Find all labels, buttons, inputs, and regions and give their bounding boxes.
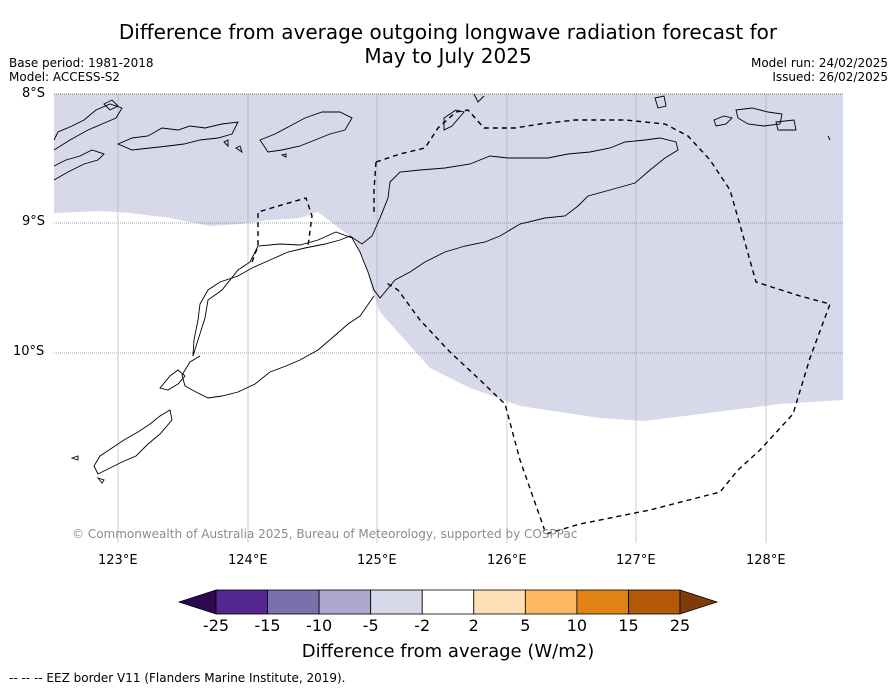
title-line-2: May to July 2025 bbox=[364, 44, 532, 68]
colorbar-segment bbox=[215, 589, 268, 615]
lon-label: 124°E bbox=[228, 553, 268, 568]
lon-label: 123°E bbox=[98, 553, 138, 568]
colorbar-tick-label: 2 bbox=[468, 616, 479, 635]
model-run: Model run: 24/02/2025 bbox=[750, 56, 888, 70]
colorbar-segment bbox=[318, 589, 372, 615]
colorbar-segment bbox=[524, 589, 578, 615]
meta-left: Base period: 1981-2018 Model: ACCESS-S2 bbox=[9, 56, 154, 84]
colorbar-segment bbox=[576, 589, 629, 615]
colorbar-tick-label: -10 bbox=[306, 616, 333, 635]
savu-island bbox=[93, 409, 173, 475]
model-name: Model: ACCESS-S2 bbox=[9, 70, 121, 84]
meta-right: Model run: 24/02/2025 Issued: 26/02/2025 bbox=[751, 56, 888, 84]
colorbar-arrow-high bbox=[679, 589, 719, 615]
colorbar-arrow-low bbox=[177, 589, 217, 615]
copyright-note: © Commonwealth of Australia 2025, Bureau… bbox=[72, 527, 578, 541]
colorbar-tick-label: -5 bbox=[362, 616, 379, 635]
colorbar-segment bbox=[267, 589, 320, 615]
eez-border-oecusse bbox=[251, 197, 313, 263]
eez-footnote: -- -- -- EEZ border V11 (Flanders Marine… bbox=[9, 671, 346, 685]
rote-island bbox=[159, 369, 186, 391]
title-line-1: Difference from average outgoing longwav… bbox=[118, 20, 778, 44]
lat-label: 9°S bbox=[22, 214, 46, 229]
eez-border-north bbox=[375, 109, 831, 535]
eez-borders bbox=[251, 109, 831, 535]
colorbar-label: Difference from average (W/m2) bbox=[301, 641, 595, 662]
lat-label: 10°S bbox=[13, 344, 45, 359]
colorbar-tick-label: 5 bbox=[520, 616, 531, 635]
lon-label: 125°E bbox=[357, 553, 397, 568]
meridians bbox=[117, 94, 767, 543]
colorbar-tick-label: 25 bbox=[669, 616, 691, 635]
issued-date: Issued: 26/02/2025 bbox=[772, 70, 888, 84]
base-period: Base period: 1981-2018 bbox=[9, 56, 154, 70]
colorbar-segment bbox=[473, 589, 526, 615]
lon-label: 128°E bbox=[746, 553, 786, 568]
timor-island bbox=[192, 137, 679, 357]
colorbar-tick-label: -15 bbox=[254, 616, 281, 635]
colorbar-segment bbox=[628, 589, 681, 615]
lat-label: 8°S bbox=[22, 86, 46, 101]
coastlines bbox=[53, 93, 831, 484]
colorbar-segment bbox=[370, 589, 423, 615]
northern-islands bbox=[53, 103, 123, 151]
lon-label: 126°E bbox=[487, 553, 527, 568]
colorbar-tick-label: -25 bbox=[202, 616, 230, 635]
chart-title: Difference from average outgoing longwav… bbox=[0, 20, 896, 68]
colorbar-tick-label: 10 bbox=[566, 616, 588, 635]
colorbar-tick-label: -2 bbox=[414, 616, 431, 635]
colorbar-tick-label: 15 bbox=[618, 616, 639, 635]
lon-label: 127°E bbox=[616, 553, 656, 568]
shaded-anomaly-region bbox=[54, 94, 843, 421]
colorbar-segment bbox=[421, 589, 475, 615]
